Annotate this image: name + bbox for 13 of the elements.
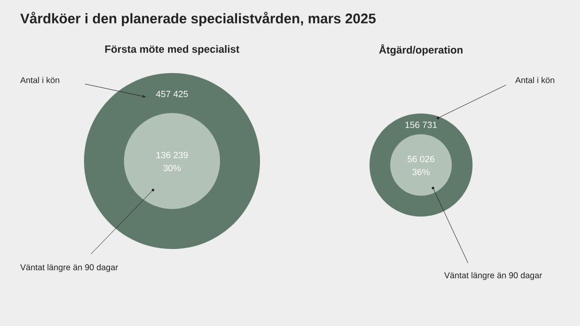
category-label: Väntat längre än 90 dagar [20, 264, 118, 272]
data-label: 457 425 [156, 90, 188, 98]
text: 36% [412, 168, 430, 176]
category-label: Väntat längre än 90 dagar [444, 272, 542, 280]
text: Första möte med specialist [105, 45, 240, 55]
data-label: 136 239 [156, 152, 188, 158]
text: Åtgärd/operation [379, 44, 462, 56]
data-label: 56 026 [408, 156, 434, 162]
text: Vårdköer i den planerade specialistvården, mars 2025 [20, 12, 376, 26]
text: 30% [163, 164, 181, 172]
category-label: Antal i kön [515, 76, 554, 84]
data-label: 156 731 [405, 122, 437, 128]
category-label: Antal i kön [20, 76, 60, 84]
